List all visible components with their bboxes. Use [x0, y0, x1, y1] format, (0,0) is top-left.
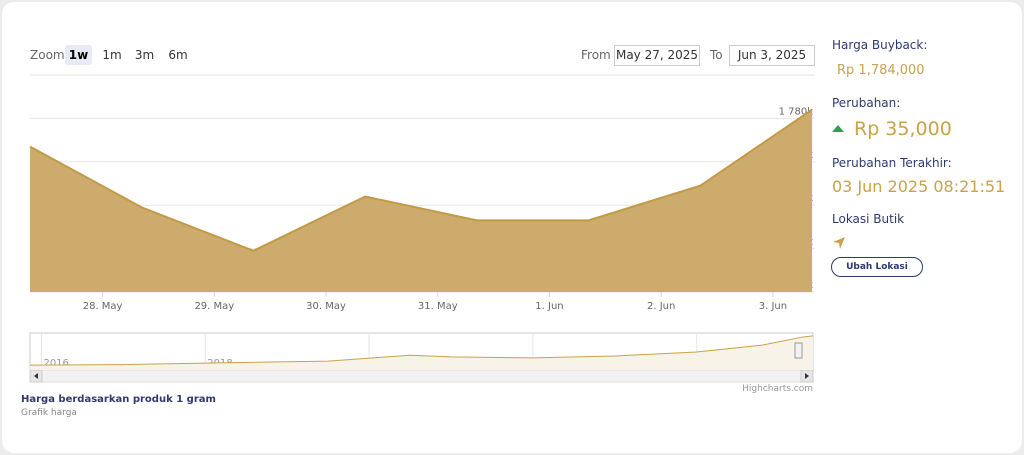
x-tick-label: 1. Jun	[535, 301, 563, 312]
zoom-label: Zoom	[30, 48, 65, 62]
change-label: Perubahan:	[832, 96, 901, 110]
range-button[interactable]: 6m	[168, 48, 188, 62]
x-tick-label: 30. May	[306, 301, 346, 312]
x-tick-label: 2. Jun	[647, 301, 675, 312]
navigator-area	[30, 335, 813, 370]
caption-title: Harga berdasarkan produk 1 gram	[21, 394, 216, 405]
to-input[interactable]: Jun 3, 2025	[729, 45, 815, 66]
y-tick-label: 1 780k	[779, 106, 814, 117]
x-tick-label: 31. May	[418, 301, 458, 312]
location-icon[interactable]	[831, 235, 847, 251]
x-tick-label: 29. May	[194, 301, 234, 312]
last-change-value: 03 Jun 2025 08:21:51	[832, 177, 1006, 196]
range-button[interactable]: 1m	[102, 48, 122, 62]
navigator-tick-label: 2016	[43, 358, 68, 369]
area-line	[29, 108, 813, 252]
change-value: Rp 35,000	[854, 118, 952, 140]
buyback-value: Rp 1,784,000	[837, 63, 925, 78]
location-label: Lokasi Butik	[832, 212, 905, 226]
navigator-handle[interactable]	[794, 342, 803, 359]
navigator-line	[29, 335, 814, 366]
caption-subtitle: Grafik harga	[21, 408, 77, 418]
to-label: To	[710, 48, 723, 62]
last-change-label: Perubahan Terakhir:	[832, 156, 952, 170]
x-tick-label: 3. Jun	[759, 301, 787, 312]
buyback-label: Harga Buyback:	[832, 38, 928, 52]
scroll-left-arrow	[34, 373, 38, 379]
up-icon	[832, 125, 844, 132]
from-input[interactable]: May 27, 2025	[614, 45, 700, 66]
x-tick-label: 28. May	[83, 301, 123, 312]
scroll-right-arrow	[805, 373, 809, 379]
range-button[interactable]: 3m	[134, 48, 155, 62]
credit: Highcharts.com	[742, 384, 813, 394]
change-location-button[interactable]: Ubah Lokasi	[831, 257, 923, 277]
area	[30, 109, 812, 292]
range-button[interactable]: 1w	[65, 45, 92, 65]
scrollbar[interactable]	[29, 369, 814, 383]
from-label: From	[581, 48, 611, 62]
